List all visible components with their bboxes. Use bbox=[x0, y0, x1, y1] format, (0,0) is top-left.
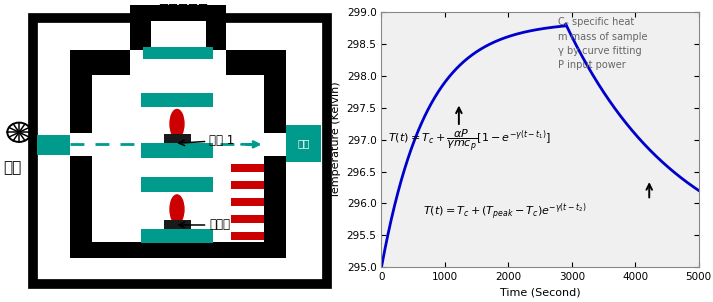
FancyBboxPatch shape bbox=[70, 242, 287, 258]
Text: 热络源材料: 热络源材料 bbox=[158, 2, 209, 20]
FancyBboxPatch shape bbox=[231, 164, 265, 172]
Text: $T(t)=T_c+\dfrac{\alpha P}{\gamma mc_p}\left[1-e^{-\gamma(t-t_1)}\right]$: $T(t)=T_c+\dfrac{\alpha P}{\gamma mc_p}\… bbox=[388, 127, 551, 153]
FancyBboxPatch shape bbox=[70, 133, 92, 156]
FancyBboxPatch shape bbox=[231, 198, 265, 206]
Ellipse shape bbox=[170, 109, 184, 138]
FancyBboxPatch shape bbox=[287, 125, 322, 162]
FancyBboxPatch shape bbox=[130, 5, 226, 20]
FancyBboxPatch shape bbox=[141, 177, 213, 192]
FancyBboxPatch shape bbox=[130, 14, 226, 50]
FancyBboxPatch shape bbox=[231, 181, 265, 189]
FancyBboxPatch shape bbox=[70, 50, 287, 76]
Text: 探头 1: 探头 1 bbox=[210, 134, 235, 147]
Text: 散热: 散热 bbox=[298, 138, 310, 149]
FancyBboxPatch shape bbox=[150, 21, 205, 50]
Text: 激光: 激光 bbox=[4, 160, 22, 175]
FancyBboxPatch shape bbox=[205, 14, 226, 50]
FancyBboxPatch shape bbox=[130, 14, 150, 50]
FancyBboxPatch shape bbox=[37, 135, 70, 155]
Y-axis label: Temperature (Kelvin): Temperature (Kelvin) bbox=[331, 81, 341, 198]
FancyBboxPatch shape bbox=[265, 133, 287, 156]
FancyBboxPatch shape bbox=[231, 215, 265, 223]
FancyBboxPatch shape bbox=[164, 220, 190, 229]
Ellipse shape bbox=[170, 195, 184, 223]
Text: 探头２: 探头２ bbox=[210, 218, 230, 232]
FancyBboxPatch shape bbox=[141, 143, 213, 158]
FancyBboxPatch shape bbox=[130, 33, 226, 76]
Text: $T(t)=T_c+(T_{peak}-T_c)e^{-\gamma(t-t_2)}$: $T(t)=T_c+(T_{peak}-T_c)e^{-\gamma(t-t_2… bbox=[423, 201, 586, 222]
FancyBboxPatch shape bbox=[265, 74, 287, 258]
X-axis label: Time (Second): Time (Second) bbox=[500, 288, 580, 298]
FancyBboxPatch shape bbox=[231, 232, 265, 240]
FancyBboxPatch shape bbox=[143, 47, 213, 59]
Text: Cₚ specific heat
m mass of sample
γ by curve fitting
P input power: Cₚ specific heat m mass of sample γ by c… bbox=[558, 17, 647, 70]
FancyBboxPatch shape bbox=[33, 18, 327, 284]
FancyBboxPatch shape bbox=[141, 229, 213, 243]
FancyBboxPatch shape bbox=[164, 134, 190, 143]
FancyBboxPatch shape bbox=[141, 93, 213, 107]
FancyBboxPatch shape bbox=[70, 74, 92, 258]
